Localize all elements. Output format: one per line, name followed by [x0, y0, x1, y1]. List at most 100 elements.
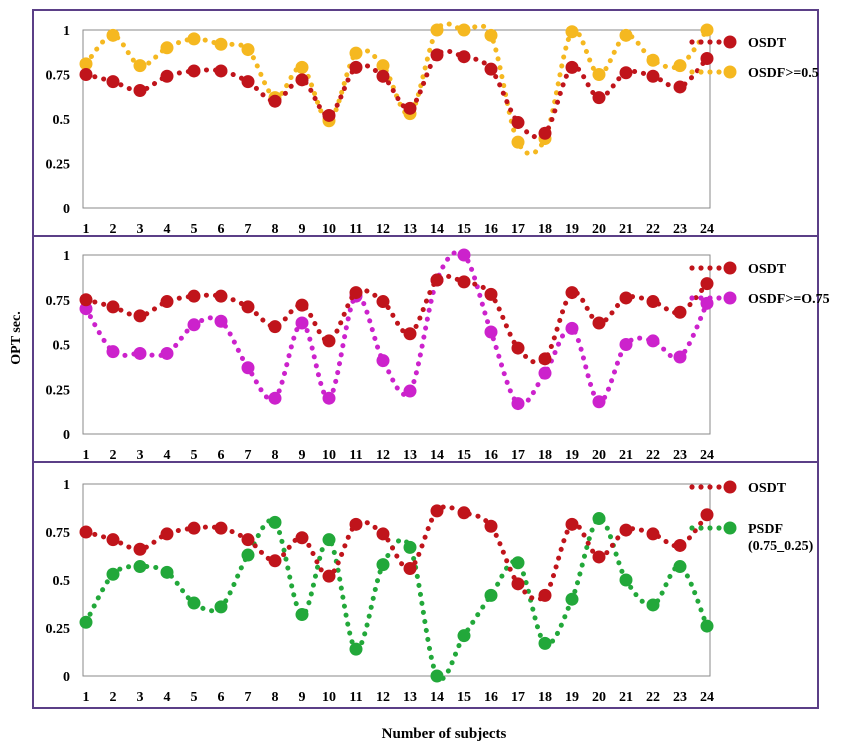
data-point: [79, 525, 93, 539]
data-point: [484, 519, 498, 533]
y-tick-label: 1: [63, 249, 70, 264]
data-point: [700, 619, 714, 633]
data-point: [376, 69, 390, 83]
data-point: [457, 50, 471, 64]
data-point: [349, 46, 363, 60]
data-point: [484, 588, 498, 602]
data-point: [241, 75, 255, 89]
legend-marker: [723, 521, 737, 535]
legend-dash: [698, 525, 704, 531]
x-tick-label: 15: [457, 448, 471, 463]
legend-dash: [689, 525, 695, 531]
data-point: [457, 506, 471, 520]
x-tick-label: 22: [646, 448, 660, 463]
data-point: [214, 521, 228, 535]
x-tick-label: 23: [673, 448, 687, 463]
legend-dash: [707, 525, 713, 531]
x-tick-label: 10: [322, 222, 336, 237]
data-point: [322, 391, 336, 405]
data-point: [511, 397, 525, 411]
data-point: [268, 554, 282, 568]
data-point: [619, 28, 633, 42]
data-point: [646, 69, 660, 83]
x-tick-label: 15: [457, 690, 471, 705]
data-point: [133, 309, 147, 323]
legend-entry: OSDT: [689, 35, 787, 51]
series-1: [79, 504, 714, 602]
legend-marker: [723, 291, 737, 305]
data-point: [322, 569, 336, 583]
x-tick-label: 14: [430, 222, 444, 237]
data-point: [592, 91, 606, 105]
x-tick-label: 5: [191, 690, 198, 705]
y-tick-label: 0.75: [46, 69, 71, 84]
data-point: [214, 64, 228, 78]
data-point: [430, 23, 444, 37]
legend-label: OSDF>=O.75: [748, 292, 830, 307]
data-point: [430, 669, 444, 683]
data-point: [403, 384, 417, 398]
x-tick-label: 2: [110, 222, 117, 237]
legend-label: PSDF (0.75_0.25): [748, 522, 814, 554]
x-tick-label: 22: [646, 222, 660, 237]
x-tick-label: 8: [272, 222, 279, 237]
data-point: [484, 325, 498, 339]
x-tick-label: 17: [511, 448, 525, 463]
x-tick-label: 19: [565, 690, 579, 705]
data-point: [700, 51, 714, 65]
x-tick-label: 6: [218, 690, 225, 705]
data-point: [538, 352, 552, 366]
data-point: [592, 68, 606, 81]
data-point: [133, 542, 147, 556]
data-point: [349, 286, 363, 300]
legend-dash: [689, 295, 695, 301]
data-point: [241, 361, 255, 375]
series-1: [79, 273, 714, 366]
data-point: [511, 556, 525, 570]
data-point: [565, 25, 579, 39]
figure-xlabel: Number of subjects: [382, 726, 507, 742]
data-point: [511, 135, 525, 149]
data-point: [592, 316, 606, 330]
data-point: [268, 94, 282, 108]
x-tick-label: 11: [349, 448, 362, 463]
data-point: [646, 598, 660, 612]
legend-entry: OSDT: [689, 261, 787, 277]
data-point: [106, 533, 120, 547]
y-tick-label: 0.5: [53, 339, 71, 354]
data-point: [673, 350, 687, 364]
legend-label: OSDF>=0.5: [748, 66, 819, 81]
legend-dash: [707, 265, 713, 271]
data-point: [484, 287, 498, 301]
series-line: [83, 504, 710, 602]
x-tick-label: 24: [700, 448, 714, 463]
data-point: [241, 533, 255, 547]
data-point: [619, 66, 633, 80]
legend-marker: [723, 261, 737, 275]
data-point: [268, 515, 282, 529]
x-tick-label: 7: [245, 690, 252, 705]
data-point: [187, 32, 201, 46]
data-point: [619, 291, 633, 305]
data-point: [430, 273, 444, 287]
x-tick-label: 15: [457, 222, 471, 237]
x-tick-label: 20: [592, 448, 606, 463]
x-tick-label: 8: [272, 448, 279, 463]
data-point: [430, 48, 444, 62]
series-1: [79, 48, 714, 140]
legend-entry: OSDF>=0.5: [689, 65, 819, 81]
x-tick-label: 10: [322, 448, 336, 463]
data-point: [268, 320, 282, 334]
x-tick-label: 12: [376, 448, 390, 463]
y-tick-label: 0.25: [46, 622, 71, 637]
data-point: [160, 346, 174, 360]
legend-marker: [723, 35, 737, 49]
data-point: [241, 548, 255, 562]
data-point: [673, 80, 687, 94]
data-point: [646, 527, 660, 541]
x-tick-label: 17: [511, 690, 525, 705]
data-point: [511, 577, 525, 591]
data-point: [673, 305, 687, 319]
data-point: [376, 354, 390, 368]
data-point: [538, 126, 552, 140]
